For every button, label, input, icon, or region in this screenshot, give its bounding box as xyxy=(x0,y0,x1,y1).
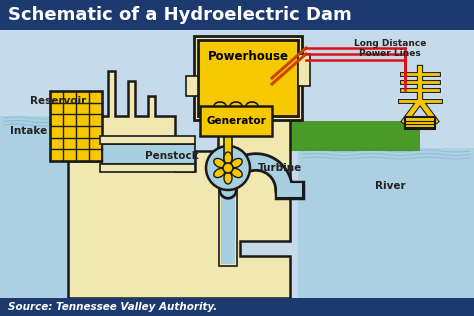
Polygon shape xyxy=(0,116,170,298)
Text: Turbine: Turbine xyxy=(258,163,302,173)
Ellipse shape xyxy=(214,168,225,178)
Bar xyxy=(50,91,102,161)
Ellipse shape xyxy=(224,172,232,184)
Bar xyxy=(0,298,474,316)
Text: Generator: Generator xyxy=(206,116,266,126)
Text: Reservoir: Reservoir xyxy=(30,96,86,106)
Bar xyxy=(194,36,302,120)
Text: Penstock: Penstock xyxy=(145,151,199,161)
Bar xyxy=(100,136,195,144)
Text: River: River xyxy=(375,181,406,191)
Text: Schematic of a Hydroelectric Dam: Schematic of a Hydroelectric Dam xyxy=(8,6,352,24)
Ellipse shape xyxy=(231,168,242,178)
Bar xyxy=(221,153,235,264)
Bar xyxy=(298,54,310,86)
Text: Intake: Intake xyxy=(10,126,47,136)
Bar xyxy=(200,106,272,136)
Bar xyxy=(0,30,474,298)
Polygon shape xyxy=(102,144,195,164)
Circle shape xyxy=(206,146,250,190)
Bar xyxy=(198,40,298,116)
Bar xyxy=(0,0,474,30)
Ellipse shape xyxy=(231,158,242,167)
Bar xyxy=(405,117,435,129)
Polygon shape xyxy=(68,71,290,298)
Bar xyxy=(100,164,195,172)
Bar xyxy=(186,76,198,96)
Ellipse shape xyxy=(214,158,225,167)
Text: Powerhouse: Powerhouse xyxy=(208,50,289,63)
Text: Source: Tennessee Valley Authority.: Source: Tennessee Valley Authority. xyxy=(8,302,217,312)
Circle shape xyxy=(223,163,233,173)
Bar xyxy=(219,151,237,266)
Polygon shape xyxy=(298,148,474,298)
Bar xyxy=(224,128,232,168)
Ellipse shape xyxy=(224,152,232,164)
Polygon shape xyxy=(295,121,420,151)
Polygon shape xyxy=(275,121,298,151)
Text: Long Distance
Power Lines: Long Distance Power Lines xyxy=(354,39,426,58)
